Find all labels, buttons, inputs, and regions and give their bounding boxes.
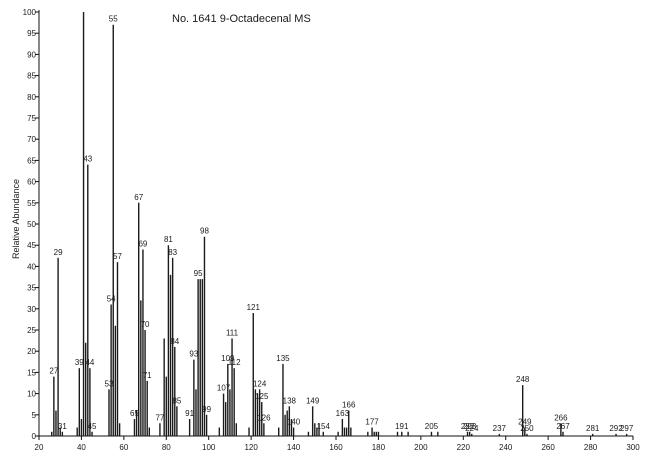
peak-label-91: 91	[185, 409, 194, 418]
peak-label-81: 81	[164, 235, 173, 244]
peak-label-191: 191	[395, 422, 409, 431]
peak-label-154: 154	[317, 422, 331, 431]
peak-label-77: 77	[155, 413, 164, 422]
x-tick-label: 240	[499, 443, 513, 452]
chart-title: No. 1641 9-Octadecenal MS	[172, 13, 311, 25]
peak-label-267: 267	[556, 422, 570, 431]
peak-label-53: 53	[105, 379, 114, 388]
peak-label-55: 55	[109, 15, 118, 24]
y-tick-label: 30	[27, 305, 36, 314]
peak-label-297: 297	[620, 424, 634, 433]
peak-label-224: 224	[465, 424, 479, 433]
peak-labels: 27 29 31 39 43 44 45 53 54 55 57 65 67 69 70 71 77 81 83 84…	[49, 15, 633, 433]
x-tick-label: 180	[372, 443, 386, 452]
y-axis-ticks: 0 5 10 15 20 25 30 35 40 45 50 55 60 65 70 75 80 85 90 95 10…	[23, 8, 39, 441]
y-tick-label: 0	[32, 432, 37, 441]
y-tick-label: 45	[27, 241, 36, 250]
peak-label-140: 140	[287, 418, 301, 427]
x-axis-ticks: 20 40 60 80 100 120 140 160 180 200 220 240 260 280 30…	[35, 436, 640, 452]
y-tick-label: 75	[27, 114, 36, 123]
peak-label-29: 29	[54, 248, 63, 257]
y-tick-label: 80	[27, 93, 36, 102]
peak-label-93: 93	[189, 350, 198, 359]
peak-label-292: 292	[609, 424, 623, 433]
y-tick-label: 90	[27, 50, 36, 59]
y-tick-label: 60	[27, 178, 36, 187]
peak-label-138: 138	[283, 396, 297, 405]
peak-label-166: 166	[342, 401, 356, 410]
peak-label-222: 222	[461, 422, 475, 431]
x-tick-label: 120	[244, 443, 258, 452]
peak-label-177: 177	[365, 418, 379, 427]
y-tick-label: 20	[27, 347, 36, 356]
y-tick-label: 95	[27, 29, 36, 38]
peak-label-112: 112	[228, 358, 241, 367]
peak-label-126: 126	[257, 413, 271, 422]
y-tick-label: 55	[27, 199, 36, 208]
x-tick-label: 140	[287, 443, 301, 452]
y-tick-label: 70	[27, 135, 36, 144]
peak-label-71: 71	[143, 371, 152, 380]
peak-label-57: 57	[113, 252, 122, 261]
peak-label-39: 39	[75, 358, 84, 367]
x-tick-label: 20	[35, 443, 44, 452]
peak-label-83: 83	[168, 248, 177, 257]
y-axis-label: Relative Abundance	[11, 179, 21, 259]
peak-label-84: 84	[170, 337, 179, 346]
y-tick-label: 65	[27, 156, 36, 165]
y-tick-label: 10	[27, 390, 36, 399]
peak-label-205: 205	[425, 422, 439, 431]
peak-label-266: 266	[554, 413, 568, 422]
peak-label-163: 163	[336, 409, 350, 418]
peak-label-248: 248	[516, 375, 530, 384]
peak-label-107: 107	[217, 384, 231, 393]
peak-label-135: 135	[276, 354, 290, 363]
peak-label-67: 67	[134, 193, 143, 202]
x-tick-label: 220	[457, 443, 471, 452]
y-tick-label: 25	[27, 326, 36, 335]
peak-label-237: 237	[493, 424, 507, 433]
peak-label-99: 99	[202, 405, 211, 414]
peak-label-45: 45	[88, 422, 97, 431]
peak-label-109: 109	[221, 354, 235, 363]
peak-label-43: 43	[83, 155, 92, 164]
peak-label-69: 69	[138, 239, 147, 248]
y-tick-label: 35	[27, 284, 36, 293]
x-tick-label: 100	[202, 443, 216, 452]
y-tick-label: 15	[27, 368, 36, 377]
x-tick-label: 300	[626, 443, 640, 452]
x-tick-label: 200	[414, 443, 428, 452]
y-tick-label: 85	[27, 72, 36, 81]
x-tick-label: 160	[329, 443, 343, 452]
peak-label-111: 111	[226, 328, 239, 337]
y-tick-label: 5	[32, 411, 37, 420]
peak-label-31: 31	[58, 422, 67, 431]
y-tick-label: 40	[27, 262, 36, 271]
peak-label-65: 65	[130, 409, 139, 418]
x-tick-label: 80	[162, 443, 171, 452]
peak-label-223: 223	[463, 422, 477, 431]
peak-label-281: 281	[586, 424, 600, 433]
x-tick-label: 60	[119, 443, 128, 452]
peak-label-27: 27	[49, 367, 58, 376]
peak-label-70: 70	[141, 320, 150, 329]
peak-label-250: 250	[520, 424, 534, 433]
peak-label-121: 121	[247, 303, 261, 312]
peak-label-98: 98	[200, 227, 209, 236]
x-tick-label: 260	[541, 443, 555, 452]
y-tick-label: 50	[27, 220, 36, 229]
peak-label-44: 44	[85, 358, 94, 367]
peak-bars	[51, 12, 628, 436]
y-tick-label: 100	[23, 8, 37, 17]
peak-label-124: 124	[253, 379, 267, 388]
peak-label-95: 95	[194, 269, 203, 278]
peak-label-125: 125	[255, 392, 269, 401]
peak-label-54: 54	[107, 295, 116, 304]
peak-label-85: 85	[172, 396, 181, 405]
peak-label-149: 149	[306, 396, 320, 405]
x-tick-label: 40	[77, 443, 86, 452]
x-tick-label: 280	[584, 443, 598, 452]
peak-label-249: 249	[518, 418, 532, 427]
